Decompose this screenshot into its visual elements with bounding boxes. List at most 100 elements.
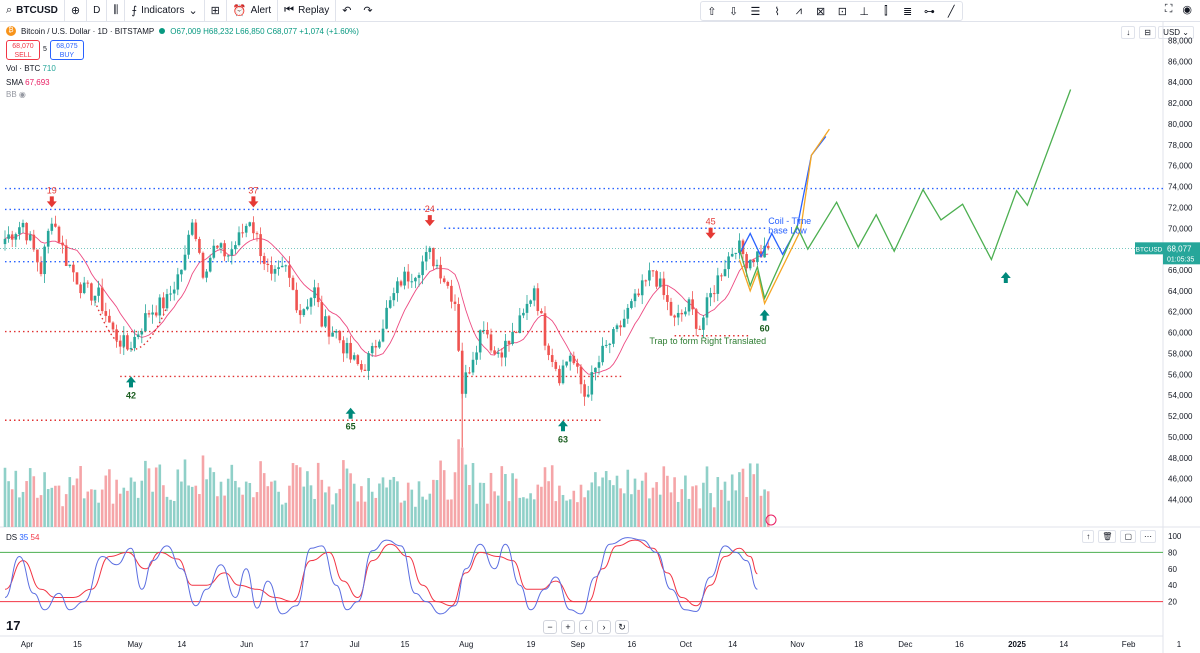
volume-bar <box>496 495 500 527</box>
candle-body <box>698 328 702 330</box>
volume-bar <box>702 482 705 527</box>
compare-button[interactable]: ⊕ <box>65 0 88 22</box>
volume-bar <box>342 460 345 527</box>
top-right-icons: ⛶ ◉ <box>1165 3 1192 16</box>
buy-button[interactable]: 68,075 BUY <box>49 40 84 60</box>
candle-body <box>374 346 378 348</box>
sell-signal-label: 24 <box>425 204 435 214</box>
move-up-icon[interactable]: ↑ <box>1082 530 1095 543</box>
fullscreen-icon[interactable]: ⛶ <box>1164 3 1173 15</box>
buy-signal-arrow <box>345 407 356 419</box>
candle-body <box>702 317 705 330</box>
candle-body <box>410 281 414 283</box>
levels-icon[interactable]: ≣ <box>903 5 913 18</box>
candle-icon[interactable]: ⫿ <box>884 4 888 17</box>
volume-bar <box>122 487 126 527</box>
volume-bar <box>612 485 615 527</box>
volume-bar <box>75 478 79 527</box>
camera-icon[interactable]: ◉ <box>1182 4 1192 16</box>
ds-d-value: 54 <box>30 533 40 542</box>
volume-bar <box>291 463 295 527</box>
currency-selector[interactable]: USD ⌄ <box>1158 26 1194 39</box>
arrow-up-icon[interactable]: ⇧ <box>707 5 717 18</box>
candle-body <box>21 222 25 228</box>
candle-body <box>511 332 514 344</box>
volume-bar <box>471 463 475 527</box>
zoom-in-icon[interactable]: + <box>561 620 575 634</box>
sell-button[interactable]: 68,070 SELL <box>6 40 40 60</box>
sma-label: SMA <box>6 78 23 87</box>
lock-icon[interactable]: ⊟ <box>1139 26 1156 39</box>
redo-button[interactable]: ↷ <box>357 0 378 22</box>
undo-button[interactable]: ↶ <box>336 0 357 22</box>
chart-svg[interactable]: 44,000 46,000 48,000 50,000 52,000 54,000 56,0… <box>0 22 1200 653</box>
candle-body <box>716 275 720 294</box>
replay-button[interactable]: ⏮ Replay <box>278 0 337 22</box>
volume-bar <box>50 487 54 527</box>
reset-icon[interactable]: ↻ <box>615 620 629 634</box>
x-tick-label: 16 <box>627 640 636 649</box>
chart-type-button[interactable]: ⫼ <box>107 0 126 22</box>
pattern-icon[interactable]: ⌇ <box>774 5 780 18</box>
ds-legend[interactable]: DS 35 54 <box>6 533 39 542</box>
volume-bar <box>64 494 68 527</box>
symbol-search[interactable]: ⌕ BTCUSD <box>0 0 65 22</box>
indicators-button[interactable]: ⨍ Indicators ⌄ <box>125 0 205 22</box>
zoom-out-icon[interactable]: − <box>543 620 557 634</box>
candle-body <box>144 313 147 332</box>
candle-body <box>280 265 284 268</box>
sma-line <box>4 232 769 375</box>
candle-body <box>3 238 7 245</box>
pitchfork-icon[interactable]: ⊠ <box>816 5 826 18</box>
volume-bar <box>536 484 540 527</box>
layouts-button[interactable]: ⊞ <box>205 0 227 22</box>
candle-body <box>277 267 280 270</box>
more-icon[interactable]: ⋯ <box>1140 530 1156 543</box>
candle-body <box>489 334 493 351</box>
y-tick-label: 52,000 <box>1168 412 1193 421</box>
volume-bar <box>756 463 759 527</box>
alert-button[interactable]: ⏰ Alert <box>227 0 279 22</box>
candle-body <box>205 271 208 278</box>
trash-icon[interactable]: 🗑 <box>1098 530 1117 543</box>
volume-bar <box>302 486 306 527</box>
volume-bar <box>655 482 658 527</box>
interval-button[interactable]: D <box>87 0 108 22</box>
candle-body <box>572 355 576 364</box>
maximize-icon[interactable]: ▢ <box>1120 530 1136 543</box>
candle-body <box>111 322 115 330</box>
sma-legend[interactable]: SMA 67,693 <box>6 78 50 87</box>
volume-bar <box>633 478 637 527</box>
volume-bar <box>147 468 151 527</box>
sell-label: SELL <box>14 52 32 59</box>
candle-body <box>50 223 54 231</box>
scroll-left-icon[interactable]: ‹ <box>579 620 593 634</box>
candle-body <box>738 240 741 253</box>
fib-icon[interactable]: ☰ <box>750 5 761 18</box>
bb-legend[interactable]: BB ◉ <box>6 90 26 99</box>
candle-body <box>295 289 298 311</box>
trend-line-icon[interactable]: ╱ <box>947 5 955 18</box>
wave-icon[interactable]: ⩘ <box>795 4 802 17</box>
volume-bar <box>478 482 482 527</box>
volume-bar <box>349 473 352 527</box>
eye-icon[interactable]: ◉ <box>18 90 26 99</box>
ruler-icon[interactable]: ⊥ <box>859 5 869 18</box>
volume-bar <box>410 489 414 527</box>
volume-bar <box>514 478 518 527</box>
measure-icon[interactable]: ⊡ <box>837 5 847 18</box>
brush-icon[interactable]: ⊶ <box>923 5 935 18</box>
candle-body <box>313 287 316 299</box>
volume-bar <box>414 506 417 527</box>
volume-legend[interactable]: Vol · BTC 710 <box>6 64 56 73</box>
arrow-down-icon[interactable]: ⇩ <box>729 5 739 18</box>
volume-bar <box>759 495 763 527</box>
projection-buy-arrow <box>1000 272 1011 283</box>
volume-bar <box>306 471 309 527</box>
scroll-right-icon[interactable]: › <box>597 620 611 634</box>
down-arrow-icon[interactable]: ↓ <box>1121 26 1136 39</box>
currency-label: USD <box>1163 28 1181 37</box>
x-tick-label: May <box>127 640 142 649</box>
x-tick-label: Oct <box>680 640 693 649</box>
candle-body <box>86 282 90 284</box>
